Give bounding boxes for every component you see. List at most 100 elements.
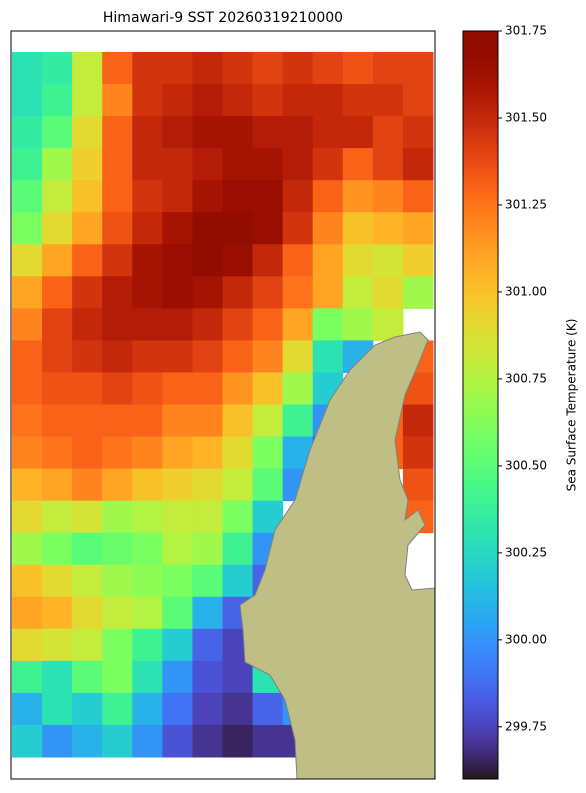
cell <box>12 500 43 534</box>
cell <box>192 692 223 726</box>
cell <box>342 148 374 181</box>
cell <box>402 276 434 309</box>
cell <box>222 116 254 149</box>
cell <box>162 84 193 117</box>
cell <box>42 628 73 662</box>
cell <box>192 596 223 630</box>
cell <box>222 276 254 309</box>
heatmap <box>12 52 434 758</box>
cell <box>132 52 163 85</box>
cell <box>102 308 133 341</box>
cell <box>102 500 133 534</box>
cell <box>402 52 434 85</box>
cell <box>282 276 314 309</box>
cell <box>132 84 163 117</box>
cell <box>282 308 314 341</box>
cell <box>222 52 254 85</box>
cell <box>162 532 193 566</box>
cell <box>162 468 193 502</box>
cell <box>42 692 73 726</box>
cell <box>72 660 103 694</box>
cell <box>12 404 43 438</box>
cell <box>252 276 284 309</box>
cell <box>312 340 344 373</box>
cell <box>42 436 73 470</box>
cell <box>132 372 163 405</box>
cell <box>222 372 254 405</box>
cell <box>12 212 43 245</box>
cell <box>312 308 344 341</box>
cell <box>372 308 404 341</box>
cell <box>342 180 374 213</box>
cell <box>72 52 103 85</box>
cell <box>42 52 73 85</box>
cell <box>102 628 133 662</box>
cell <box>222 84 254 117</box>
colorbar-label: Sea Surface Temperature (K) <box>565 319 579 492</box>
cell <box>372 276 404 309</box>
cell <box>192 244 223 277</box>
cell <box>72 724 103 758</box>
cell <box>192 660 223 694</box>
cell <box>402 244 434 277</box>
cell <box>342 84 374 117</box>
cell <box>252 308 284 341</box>
cell <box>162 692 193 726</box>
cell <box>102 212 133 245</box>
cell <box>162 660 193 694</box>
cell <box>162 180 193 213</box>
cell <box>102 596 133 630</box>
cell <box>132 180 163 213</box>
cell <box>132 468 163 502</box>
cell <box>342 212 374 245</box>
cell <box>222 692 254 726</box>
cell <box>72 628 103 662</box>
cell <box>102 244 133 277</box>
cell <box>12 660 43 694</box>
cell <box>132 404 163 438</box>
cell <box>12 52 43 85</box>
cell <box>132 436 163 470</box>
colorbar-tick-label: 301.50 <box>505 110 547 124</box>
cell <box>102 692 133 726</box>
cell <box>102 468 133 502</box>
cell <box>132 500 163 534</box>
cell <box>402 84 434 117</box>
cell <box>132 276 163 309</box>
cell <box>252 212 284 245</box>
cell <box>372 52 404 85</box>
cell <box>132 660 163 694</box>
cell <box>312 84 344 117</box>
land <box>239 331 436 780</box>
colorbar-tick-label: 301.25 <box>505 197 547 211</box>
cell <box>282 340 314 373</box>
cell <box>222 212 254 245</box>
cell <box>72 564 103 598</box>
cell <box>72 436 103 470</box>
cell <box>102 404 133 438</box>
cell <box>42 372 73 405</box>
cell <box>72 340 103 373</box>
cell <box>42 244 73 277</box>
cell <box>372 84 404 117</box>
cell <box>72 500 103 534</box>
cell <box>42 276 73 309</box>
cell <box>222 660 254 694</box>
cell <box>42 660 73 694</box>
cell <box>162 52 193 85</box>
colorbar-tick-label: 300.75 <box>505 371 547 385</box>
cell <box>42 404 73 438</box>
cell <box>162 724 193 758</box>
cell <box>132 340 163 373</box>
cell <box>222 308 254 341</box>
cell <box>312 148 344 181</box>
cell <box>42 148 73 181</box>
cell <box>12 628 43 662</box>
cell <box>42 212 73 245</box>
cell <box>12 244 43 277</box>
cell <box>12 148 43 181</box>
cell <box>192 532 223 566</box>
cell <box>402 436 434 470</box>
cell <box>132 628 163 662</box>
map-frame <box>10 30 436 780</box>
